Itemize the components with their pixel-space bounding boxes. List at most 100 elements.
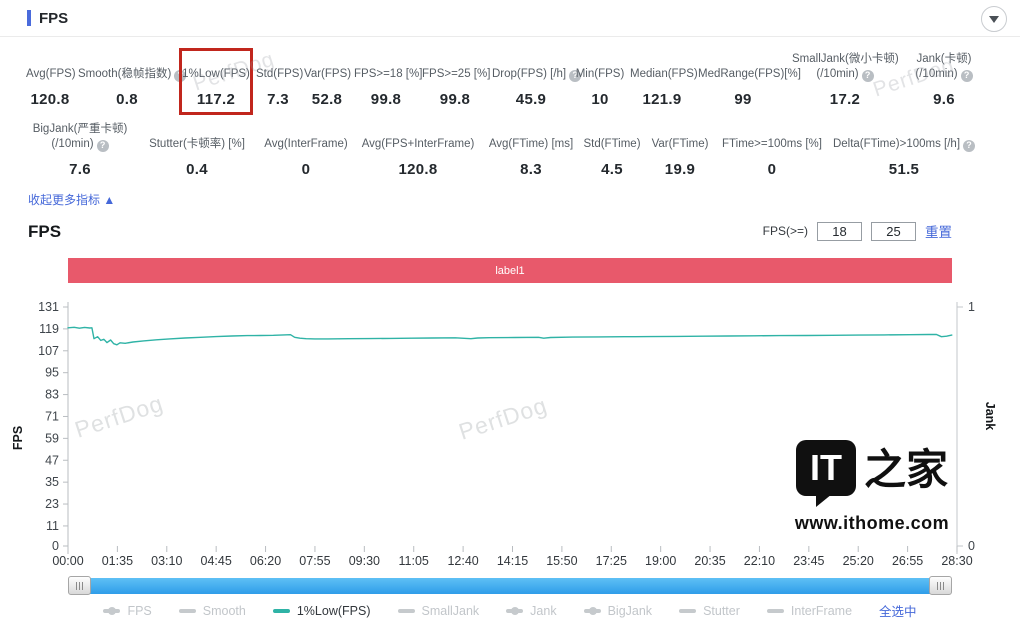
metric-item: SmallJank(微小卡顿) (/10min)? 17.2 xyxy=(790,52,900,108)
metric-label: Var(FTime) xyxy=(651,138,709,151)
left-axis-tick-label: 47 xyxy=(45,453,59,467)
left-axis-tick-label: 35 xyxy=(45,475,59,489)
x-axis-tick-label: 01:35 xyxy=(102,554,133,568)
select-all-link[interactable]: 全选中 xyxy=(879,605,917,619)
x-axis-tick-label: 28:30 xyxy=(941,554,972,568)
metric-item: MedRange(FPS)[%] 99 xyxy=(696,52,801,108)
x-axis-tick-label: 06:20 xyxy=(250,554,281,568)
metric-item: Avg(FTime) [ms] 8.3 xyxy=(482,122,580,178)
legend-item-label: FPS xyxy=(127,603,152,618)
legend-item-label: 1%Low(FPS) xyxy=(296,603,371,618)
left-axis-tick-label: 71 xyxy=(45,409,59,423)
metric-value: 4.5 xyxy=(601,161,623,178)
left-axis-tick-label: 107 xyxy=(38,344,59,358)
metric-value: 0.8 xyxy=(116,91,138,108)
legend-item-bigjank[interactable]: BigJank xyxy=(583,603,653,618)
fps-threshold-label: FPS(>=) xyxy=(762,224,808,238)
legend-item-label: SmallJank xyxy=(421,603,480,618)
legend-item-smooth[interactable]: Smooth xyxy=(178,604,246,618)
metric-value: 52.8 xyxy=(311,91,343,108)
metric-label: Avg(FPS+InterFrame) xyxy=(361,138,475,151)
x-axis-tick-label: 17:25 xyxy=(596,554,627,568)
metric-label: FPS>=25 [%] xyxy=(422,68,491,81)
legend-line-dot-icon xyxy=(103,606,121,615)
collapse-panel-button[interactable] xyxy=(981,6,1007,32)
metric-value: 99 xyxy=(734,91,752,108)
legend-item-label: InterFrame xyxy=(790,603,853,618)
chart-legend: FPS Smooth 1%Low(FPS) SmallJank Jank BigJank S… xyxy=(0,601,1020,620)
x-axis-tick-label: 00:00 xyxy=(52,554,83,568)
help-icon[interactable]: ? xyxy=(861,69,874,82)
x-axis-tick-label: 03:10 xyxy=(151,554,182,568)
legend-item-smalljank[interactable]: SmallJank xyxy=(397,603,480,618)
metric-value: 0.4 xyxy=(186,161,208,178)
metric-label: Drop(FPS) [/h]? xyxy=(492,52,582,82)
metric-value: 9.6 xyxy=(933,91,955,108)
x-axis-tick-label: 11:05 xyxy=(399,554,429,568)
metric-value: 117.2 xyxy=(196,91,236,108)
metrics-row-2: BigJank(严重卡顿) (/10min)? 7.6 Stutter(卡顿率) [%… xyxy=(24,122,980,178)
legend-item-jank[interactable]: Jank xyxy=(506,604,557,618)
legend-item-interframe[interactable]: InterFrame xyxy=(766,603,853,618)
metric-item: 1%Low(FPS) 117.2 xyxy=(178,48,254,115)
metric-value: 99.8 xyxy=(370,91,402,108)
metric-label: Std(FTime) xyxy=(583,138,641,151)
x-axis-tick-label: 22:10 xyxy=(744,554,775,568)
legend-dash-icon xyxy=(679,608,697,613)
scrollbar-left-handle[interactable] xyxy=(68,576,91,595)
legend-item-stutter[interactable]: Stutter xyxy=(679,604,740,618)
legend-item-1-low-fps-[interactable]: 1%Low(FPS) xyxy=(272,603,371,618)
metric-item: Delta(FTime)>100ms [/h]? 51.5 xyxy=(828,122,980,178)
reset-button[interactable]: 重置 xyxy=(925,225,952,240)
metric-value: 10 xyxy=(591,91,609,108)
metric-value: 7.3 xyxy=(267,91,289,108)
metric-label: BigJank(严重卡顿) (/10min)? xyxy=(32,123,128,152)
fps-line-chart: 0 11 23 35 47 59 71 83 95 107 119 131 0 1 00:00 01:35 03… xyxy=(11,300,997,568)
accent-bar xyxy=(27,10,31,26)
x-axis-tick-label: 07:55 xyxy=(299,554,330,568)
metric-item: Avg(FPS) 120.8 xyxy=(24,52,76,108)
chart-range-scrollbar xyxy=(68,576,952,595)
metric-label: Var(FPS) xyxy=(304,68,352,81)
x-axis-tick-label: 26:55 xyxy=(892,554,923,568)
x-axis-tick-label: 04:45 xyxy=(201,554,232,568)
metric-label: Stutter(卡顿率) [%] xyxy=(149,138,245,151)
left-axis-tick-label: 119 xyxy=(39,322,59,336)
x-axis-tick-label: 19:00 xyxy=(645,554,676,568)
series-line-1-low-fps- xyxy=(67,326,953,346)
metric-value: 17.2 xyxy=(829,91,861,108)
legend-item-label: BigJank xyxy=(607,603,653,618)
x-axis-tick-label: 09:30 xyxy=(349,554,380,568)
fps-threshold-input-2[interactable] xyxy=(871,221,916,241)
panel-title: FPS xyxy=(39,10,69,27)
legend-dash-icon xyxy=(272,608,290,613)
scrollbar-track[interactable] xyxy=(90,577,930,594)
help-icon[interactable]: ? xyxy=(569,69,582,82)
metric-item: Jank(卡顿) (/10min)? 9.6 xyxy=(900,52,988,108)
x-axis-tick-label: 20:35 xyxy=(694,554,725,568)
metric-value: 120.8 xyxy=(398,161,438,178)
help-icon[interactable]: ? xyxy=(963,139,976,152)
fps-threshold-input-1[interactable] xyxy=(817,221,862,241)
metric-item: Median(FPS) 121.9 xyxy=(628,52,698,108)
metric-value: 0 xyxy=(301,161,311,178)
collapse-metrics-link[interactable]: 收起更多指标 ▲ xyxy=(28,193,116,207)
metric-item: Std(FPS) 7.3 xyxy=(254,52,304,108)
scrollbar-right-handle[interactable] xyxy=(929,576,952,595)
help-icon[interactable]: ? xyxy=(96,139,109,152)
x-axis-tick-label: 23:45 xyxy=(793,554,824,568)
metric-item: Var(FPS) 52.8 xyxy=(302,52,352,108)
legend-item-fps[interactable]: FPS xyxy=(103,603,152,618)
metric-value: 120.8 xyxy=(30,91,70,108)
legend-item-label: Stutter xyxy=(703,603,740,618)
metric-item: Avg(FPS+InterFrame) 120.8 xyxy=(354,122,482,178)
metric-item: FTime>=100ms [%] 0 xyxy=(716,122,828,178)
x-axis-tick-label: 25:20 xyxy=(843,554,874,568)
perfdog-watermark: PerfDog xyxy=(456,392,551,445)
perfdog-watermark: PerfDog xyxy=(72,390,167,443)
left-axis-tick-label: 59 xyxy=(45,431,59,445)
metric-label: Std(FPS) xyxy=(256,68,304,81)
metric-label: Avg(FPS) xyxy=(26,68,76,81)
help-icon[interactable]: ? xyxy=(960,69,973,82)
